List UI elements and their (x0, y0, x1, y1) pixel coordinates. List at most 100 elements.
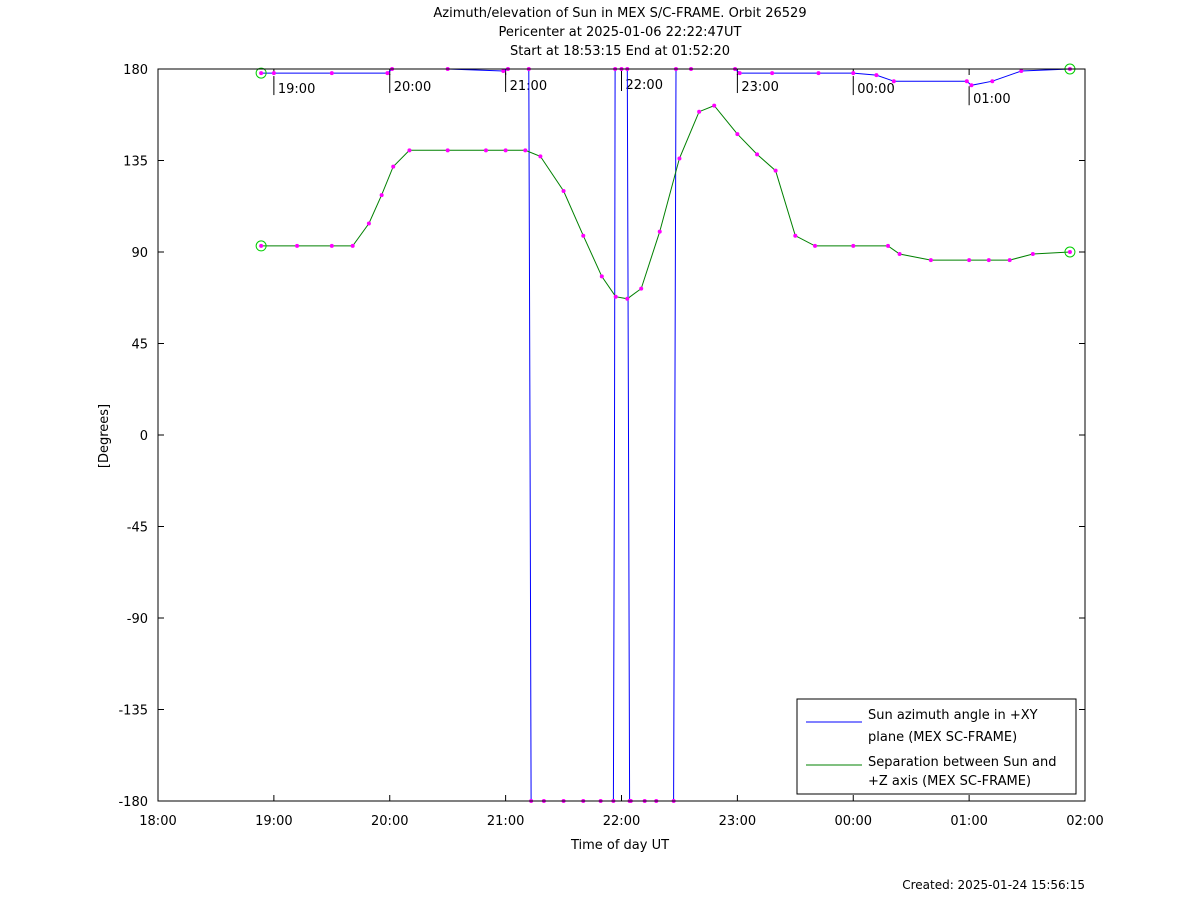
data-point (773, 168, 778, 173)
y-tick-label: 45 (131, 338, 148, 353)
data-point (613, 294, 618, 299)
data-point (735, 132, 740, 137)
data-point (385, 71, 390, 76)
legend-box (796, 698, 1077, 795)
data-point (445, 148, 450, 153)
hour-annotation-label: 00:00 (857, 82, 894, 97)
y-tick-labels: 180 135 90 45 0 -45 -90 -135 -180 (118, 63, 148, 810)
data-point (851, 243, 856, 248)
hour-annotation-label: 23:00 (741, 80, 778, 95)
data-point (350, 243, 355, 248)
chart-title-line-2: Pericenter at 2025-01-06 22:22:47UT (498, 25, 741, 40)
x-tick-label: 20:00 (371, 814, 408, 829)
y-tick-label: -90 (127, 612, 148, 627)
data-point (391, 164, 396, 169)
data-point (329, 243, 334, 248)
data-point (259, 243, 264, 248)
data-point (897, 252, 902, 257)
y-tick-label: -45 (127, 521, 148, 536)
data-point (501, 69, 506, 74)
data-point (928, 258, 933, 263)
data-point (561, 189, 566, 193)
data-point (639, 286, 644, 291)
legend: Sun azimuth angle in +XY plane (MEX SC-F… (796, 698, 1077, 795)
data-point (967, 258, 972, 263)
data-point (295, 243, 300, 248)
hour-annotation-label: 22:00 (626, 78, 663, 93)
data-point (813, 243, 818, 248)
y-tick-label: -180 (118, 795, 148, 810)
axes-ticks (157, 68, 1086, 802)
endpoint-marker (1064, 246, 1076, 258)
chart-title-line-3: Start at 18:53:15 End at 01:52:20 (510, 44, 730, 59)
hour-annotation-label: 20:00 (394, 80, 431, 95)
hour-annotation-label: 01:00 (973, 92, 1010, 107)
data-point (770, 71, 775, 76)
plot-series (255, 63, 1076, 803)
x-tick-label: 19:00 (255, 814, 292, 829)
data-point (503, 148, 508, 153)
data-point (737, 71, 742, 76)
data-point (816, 71, 821, 76)
data-point (886, 243, 891, 248)
x-axis-label: Time of day UT (570, 838, 669, 853)
data-point (851, 71, 856, 76)
plot-frame (157, 68, 1086, 802)
hour-annotation-label: 19:00 (278, 82, 315, 97)
data-point (407, 148, 412, 153)
y-tick-label: 0 (140, 429, 148, 444)
data-point (1067, 250, 1072, 254)
data-point (697, 109, 702, 114)
data-point (259, 71, 264, 76)
x-tick-label: 18:00 (139, 814, 176, 829)
data-point (964, 79, 969, 84)
data-point (483, 148, 488, 153)
series-line-azimuth (261, 68, 1070, 802)
data-point (581, 233, 586, 238)
x-tick-label: 02:00 (1066, 814, 1103, 829)
data-point (969, 83, 974, 88)
data-point (523, 148, 528, 153)
x-tick-labels: 18:00 19:00 20:00 21:00 22:00 23:00 00:00 01:00… (139, 814, 1103, 829)
y-tick-label: 90 (131, 246, 148, 261)
series-line-separation (261, 104, 1070, 300)
y-axis-label: [Degrees] (97, 404, 112, 468)
x-tick-label: 00:00 (835, 814, 872, 829)
legend-separation-label-line-1: Separation between Sun and (868, 755, 1056, 770)
data-point (379, 193, 384, 198)
data-point (538, 154, 543, 159)
data-point (874, 73, 879, 78)
data-point (891, 79, 896, 84)
chart-title-line-1: Azimuth/elevation of Sun in MEX S/C-FRAM… (433, 6, 806, 21)
endpoint-marker (255, 240, 267, 252)
data-point (1019, 69, 1024, 74)
data-point (625, 296, 630, 301)
y-tick-label: -135 (118, 704, 148, 719)
data-point (657, 229, 662, 234)
data-point (1030, 252, 1035, 257)
legend-separation-label-line-2: +Z axis (MEX SC-FRAME) (868, 774, 1031, 789)
y-tick-label: 135 (123, 155, 148, 170)
data-point (1007, 258, 1012, 263)
data-point (755, 152, 760, 157)
x-tick-label: 22:00 (603, 814, 640, 829)
legend-azimuth-label-line-2: plane (MEX SC-FRAME) (868, 730, 1017, 745)
data-point (793, 233, 798, 238)
data-point (599, 274, 604, 279)
data-point (986, 258, 991, 263)
data-point (271, 71, 276, 76)
data-point (990, 79, 995, 84)
data-point (329, 71, 334, 76)
created-timestamp: Created: 2025-01-24 15:56:15 (902, 878, 1085, 892)
x-tick-label: 21:00 (487, 814, 524, 829)
endpoint-marker (255, 67, 267, 79)
x-tick-label: 01:00 (950, 814, 987, 829)
data-point (677, 156, 682, 161)
y-tick-label: 180 (123, 63, 148, 78)
data-point (366, 221, 371, 226)
data-point (712, 103, 717, 108)
x-tick-label: 23:00 (719, 814, 756, 829)
legend-azimuth-label-line-1: Sun azimuth angle in +XY (868, 708, 1038, 723)
